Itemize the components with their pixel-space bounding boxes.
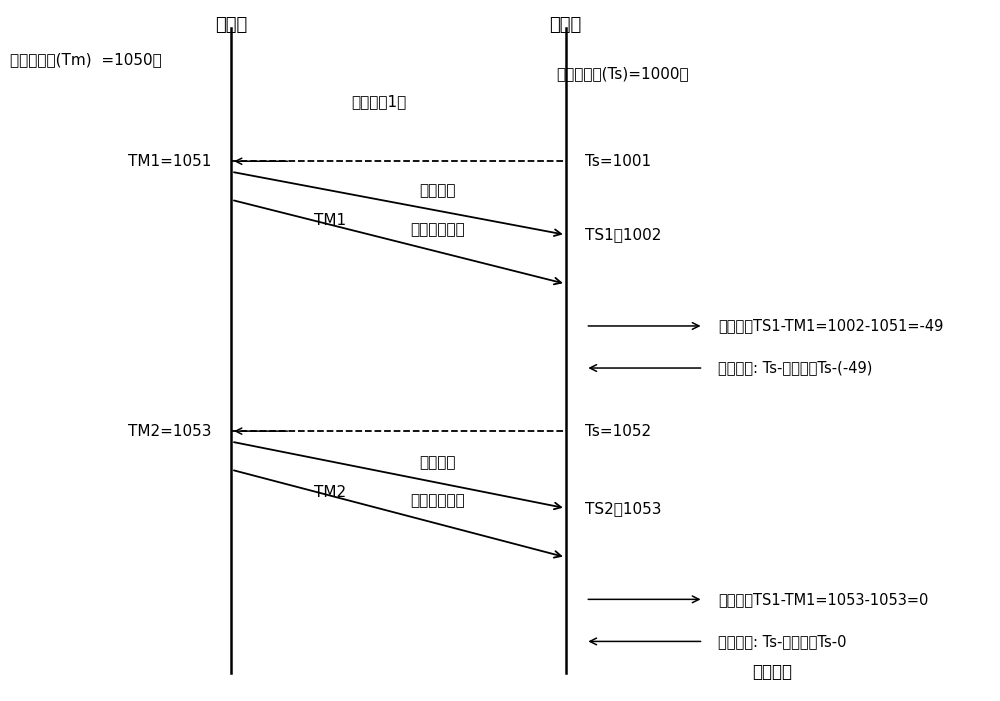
Text: TM2: TM2 bbox=[314, 485, 346, 500]
Text: TM1: TM1 bbox=[314, 213, 346, 229]
Text: 从节点时间(Ts)=1000秒: 从节点时间(Ts)=1000秒 bbox=[556, 66, 689, 81]
Text: 同步跟随消息: 同步跟随消息 bbox=[410, 494, 465, 508]
Text: Ts=1001: Ts=1001 bbox=[585, 154, 652, 169]
Text: 同步成功: 同步成功 bbox=[752, 662, 792, 681]
Text: TM1=1051: TM1=1051 bbox=[128, 154, 212, 169]
Text: TS1＝1002: TS1＝1002 bbox=[585, 227, 662, 243]
Text: 同步消息: 同步消息 bbox=[420, 455, 456, 470]
Text: 主节点: 主节点 bbox=[215, 15, 247, 34]
Text: 调整时间: Ts-偏移量＝Ts-(-49): 调整时间: Ts-偏移量＝Ts-(-49) bbox=[718, 360, 873, 376]
Text: TS2＝1053: TS2＝1053 bbox=[585, 501, 662, 516]
Text: 同步跟随消息: 同步跟随消息 bbox=[410, 222, 465, 237]
Text: 调整时间: Ts-偏移量＝Ts-0: 调整时间: Ts-偏移量＝Ts-0 bbox=[718, 634, 847, 649]
Text: 从节点: 从节点 bbox=[550, 15, 582, 34]
Text: 偏移量＝TS1-TM1=1002-1051=-49: 偏移量＝TS1-TM1=1002-1051=-49 bbox=[718, 318, 944, 334]
Text: 主节点时间(Tm)  =1050秒: 主节点时间(Tm) =1050秒 bbox=[10, 52, 162, 67]
Text: 偏移量＝TS1-TM1=1053-1053=0: 偏移量＝TS1-TM1=1053-1053=0 bbox=[718, 592, 929, 607]
Text: Ts=1052: Ts=1052 bbox=[585, 423, 652, 439]
Text: TM2=1053: TM2=1053 bbox=[128, 423, 212, 439]
Text: 线路延时1秒: 线路延时1秒 bbox=[351, 94, 406, 109]
Text: 同步消息: 同步消息 bbox=[420, 183, 456, 198]
